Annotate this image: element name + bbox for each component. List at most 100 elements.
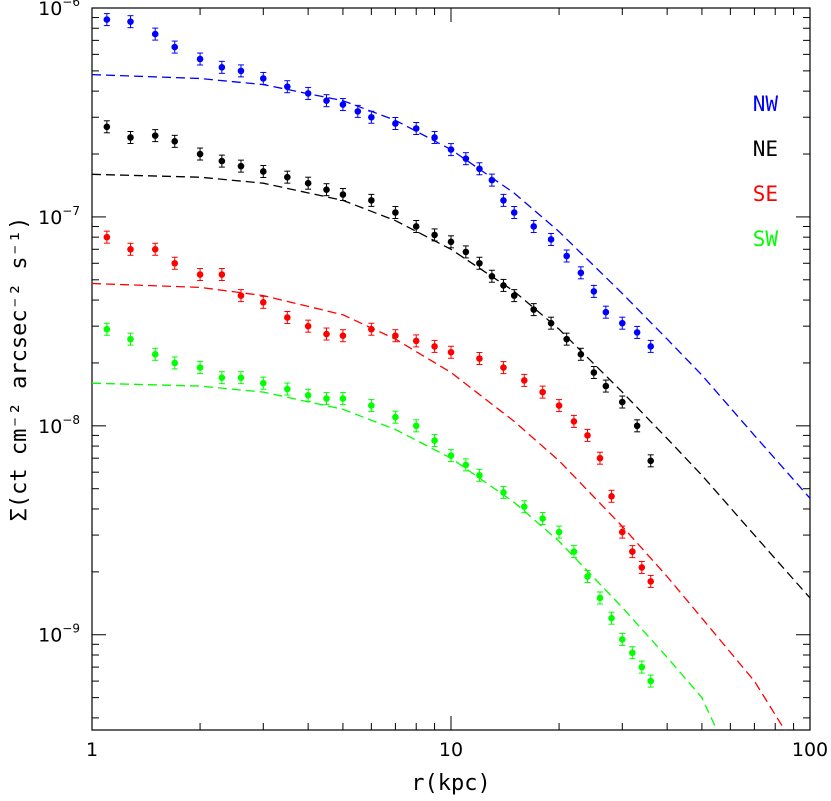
tick-labels: 1 10 100 10−6 10−7 10−8 10−9 (38, 0, 828, 761)
data-point (596, 594, 604, 602)
data-point (218, 271, 226, 278)
data-point (368, 197, 375, 204)
data-point (500, 489, 507, 496)
data-point (196, 271, 204, 278)
data-point (462, 248, 470, 256)
data-point (103, 123, 111, 131)
data-point (555, 402, 563, 409)
data-point (171, 259, 179, 267)
data-point (151, 30, 159, 38)
data-point (602, 308, 610, 316)
data-point (127, 245, 134, 253)
data-point (368, 402, 375, 409)
data-point (447, 146, 455, 153)
model-curve-nw (91, 73, 811, 499)
data-point (431, 437, 438, 444)
axis-ticks (91, 7, 810, 730)
data-point (323, 395, 330, 402)
data-point (488, 176, 496, 184)
data-point (500, 197, 507, 204)
series-sw (103, 322, 655, 688)
model-curve-se (91, 282, 786, 731)
data-point (647, 677, 655, 685)
data-point (638, 663, 646, 671)
data-point (323, 330, 330, 338)
data-point (510, 292, 518, 299)
data-point (284, 385, 291, 393)
data-point (151, 350, 159, 358)
data-point (304, 179, 312, 187)
data-point (608, 492, 615, 500)
data-point (570, 418, 578, 425)
data-point (563, 335, 570, 343)
data-point (647, 457, 655, 465)
data-point (151, 132, 159, 139)
series-ne (103, 120, 655, 468)
data-point (339, 191, 347, 198)
data-point (354, 108, 362, 115)
data-point (570, 548, 578, 555)
data-point (127, 335, 134, 343)
data-point (476, 355, 483, 362)
data-point (237, 292, 245, 299)
y-tick-label: 10−8 (38, 413, 80, 438)
x-axis-label: r(kpc) (411, 771, 490, 796)
data-point (577, 269, 585, 277)
data-point (629, 548, 636, 555)
data-point (488, 272, 496, 280)
data-point (431, 343, 438, 350)
data-point (127, 18, 134, 25)
x-tick-label: 100 (792, 739, 828, 761)
model-curve-sw (91, 382, 718, 731)
data-point (608, 614, 615, 622)
data-point (171, 138, 179, 145)
data-point (323, 97, 330, 104)
data-point (392, 413, 399, 421)
data-points (103, 13, 655, 688)
data-point (590, 288, 598, 295)
data-point (412, 337, 420, 345)
data-point (633, 422, 641, 430)
data-point (539, 388, 546, 396)
data-point (500, 282, 507, 289)
data-point (633, 329, 641, 336)
y-tick-label: 10−6 (38, 0, 80, 20)
y-tick-label: 10−9 (38, 622, 80, 647)
data-point (368, 325, 375, 333)
y-tick-label: 10−7 (38, 204, 80, 229)
data-point (259, 168, 267, 175)
data-point (530, 306, 538, 313)
data-point (462, 461, 470, 469)
data-point (618, 528, 626, 536)
data-point (476, 165, 483, 173)
data-point (127, 134, 134, 141)
data-point (259, 75, 267, 82)
legend: NW NE SE SW (753, 92, 779, 251)
data-point (447, 238, 455, 246)
legend-entry-ne: NE (753, 137, 778, 161)
data-point (151, 245, 159, 253)
data-point (510, 209, 518, 216)
data-point (629, 649, 636, 657)
data-point (237, 162, 245, 170)
series-nw (103, 13, 655, 353)
data-point (577, 350, 585, 358)
data-point (462, 155, 470, 162)
data-point (196, 364, 204, 371)
data-point (638, 564, 646, 571)
data-point (103, 325, 111, 333)
data-point (392, 209, 399, 216)
data-point (103, 233, 111, 241)
data-point (476, 471, 483, 479)
data-point (412, 125, 420, 132)
data-point (304, 90, 312, 97)
legend-entry-se: SE (753, 182, 778, 206)
data-point (259, 379, 267, 387)
x-tick-label: 1 (86, 739, 98, 761)
data-point (218, 64, 226, 71)
data-point (237, 67, 245, 75)
x-tick-label: 10 (439, 739, 463, 761)
data-point (584, 432, 591, 439)
data-point (555, 528, 563, 536)
data-point (431, 134, 438, 141)
